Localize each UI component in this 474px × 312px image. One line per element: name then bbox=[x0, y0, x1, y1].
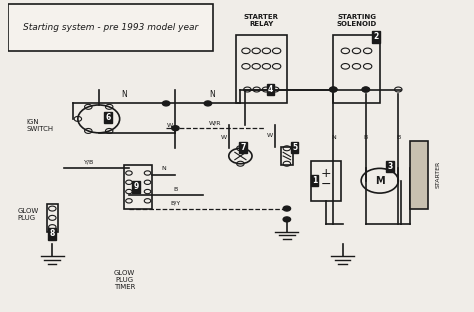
Text: 6: 6 bbox=[105, 113, 110, 122]
Circle shape bbox=[163, 101, 170, 106]
Bar bbox=[410, 140, 428, 208]
Text: W: W bbox=[267, 134, 273, 139]
Text: −: − bbox=[321, 178, 332, 191]
Bar bbox=[311, 161, 341, 201]
Text: 8: 8 bbox=[50, 229, 55, 238]
Circle shape bbox=[172, 126, 179, 131]
Text: B: B bbox=[173, 187, 177, 192]
Text: N: N bbox=[210, 90, 215, 99]
Text: STARTER
RELAY: STARTER RELAY bbox=[244, 14, 279, 27]
Text: 2: 2 bbox=[374, 32, 379, 41]
Text: N: N bbox=[331, 135, 336, 140]
Circle shape bbox=[204, 101, 211, 106]
Text: 1: 1 bbox=[312, 176, 317, 185]
Text: 3: 3 bbox=[387, 162, 392, 171]
Text: Y/B: Y/B bbox=[84, 159, 95, 164]
Text: N: N bbox=[121, 90, 127, 99]
Text: W: W bbox=[167, 123, 173, 128]
Bar bbox=[333, 35, 380, 104]
Text: 7: 7 bbox=[240, 143, 246, 152]
FancyBboxPatch shape bbox=[8, 4, 212, 51]
Text: GLOW
PLUG: GLOW PLUG bbox=[18, 208, 39, 221]
Text: 4: 4 bbox=[268, 85, 273, 94]
Text: W/R: W/R bbox=[209, 120, 221, 125]
Text: STARTER: STARTER bbox=[436, 161, 440, 188]
Text: W: W bbox=[220, 135, 227, 140]
Text: B: B bbox=[364, 135, 368, 140]
Circle shape bbox=[283, 206, 291, 211]
Text: 9: 9 bbox=[133, 183, 138, 192]
Text: N: N bbox=[162, 166, 166, 171]
Circle shape bbox=[283, 217, 291, 222]
Text: STARTING
SOLENOID: STARTING SOLENOID bbox=[337, 14, 377, 27]
Bar bbox=[124, 165, 152, 208]
Bar bbox=[236, 35, 287, 104]
Circle shape bbox=[329, 87, 337, 92]
Text: Starting system - pre 1993 model year: Starting system - pre 1993 model year bbox=[23, 23, 198, 32]
Text: B: B bbox=[396, 135, 401, 140]
Text: M: M bbox=[375, 176, 384, 186]
Text: B/Y: B/Y bbox=[170, 201, 181, 206]
Bar bbox=[281, 147, 292, 165]
Text: GLOW
PLUG
TIMER: GLOW PLUG TIMER bbox=[114, 270, 135, 290]
Text: IGN
SWITCH: IGN SWITCH bbox=[27, 119, 54, 132]
Circle shape bbox=[362, 87, 370, 92]
Text: 5: 5 bbox=[292, 143, 297, 152]
Text: +: + bbox=[321, 167, 332, 179]
Bar bbox=[46, 204, 58, 232]
